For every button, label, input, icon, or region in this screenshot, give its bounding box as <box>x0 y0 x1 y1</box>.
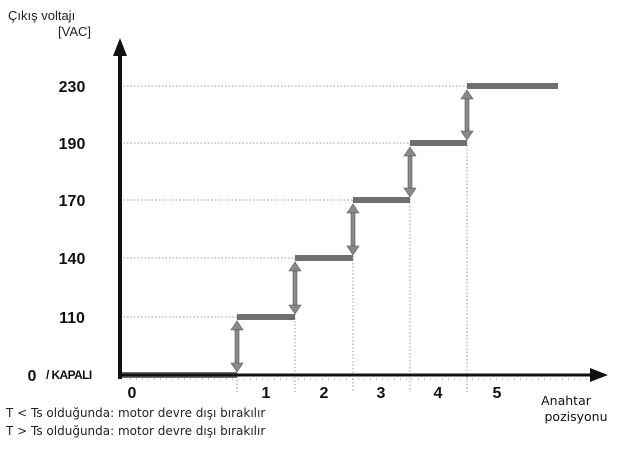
y-tick-label: 110 <box>59 310 85 327</box>
y-tick-label-zero: 0 <box>28 368 37 385</box>
x-tick-label: 3 <box>377 385 386 402</box>
y-axis-label-line1: Çıkış voltajı <box>8 8 76 23</box>
arrow-shaft <box>234 329 240 364</box>
arrow-shaft <box>407 155 413 189</box>
x-tick-label: 5 <box>493 385 502 402</box>
arrow-head-down <box>460 130 474 141</box>
y-tick-label: 140 <box>59 251 86 268</box>
arrow-head-up <box>403 146 417 157</box>
arrow-head-up <box>230 320 244 331</box>
y-tick-label: 170 <box>59 193 86 210</box>
off-label: / KAPALI <box>46 368 92 382</box>
y-axis-label-line2: [VAC] <box>58 24 91 39</box>
x-tick-label: 2 <box>320 385 329 402</box>
arrow-head-up <box>288 261 302 272</box>
arrow-head-down <box>288 304 302 315</box>
arrow-head-up <box>460 89 474 100</box>
arrow-head-up <box>346 203 360 214</box>
arrow-head-down <box>346 245 360 256</box>
note-line-1: T < Ts olduğunda: motor devre dışı bırak… <box>6 406 266 420</box>
y-tick-label: 230 <box>59 79 86 96</box>
x-tick-label: 0 <box>128 385 137 402</box>
y-axis-arrow-icon <box>113 38 127 56</box>
x-axis-label-line1: Anahtar <box>541 393 592 408</box>
arrow-shaft <box>292 270 298 306</box>
arrow-shaft <box>464 98 470 132</box>
note-line-2: T > Ts olduğunda: motor devre dışı bırak… <box>6 424 266 438</box>
x-tick-label: 1 <box>262 385 271 402</box>
x-axis-label-line2: pozisyonu <box>544 409 607 424</box>
arrow-head-down <box>403 187 417 198</box>
arrow-head-down <box>230 362 244 373</box>
x-tick-label: 4 <box>434 385 443 402</box>
y-tick-label: 190 <box>59 136 86 153</box>
x-axis-arrow-icon <box>590 368 608 382</box>
arrow-shaft <box>350 212 356 247</box>
